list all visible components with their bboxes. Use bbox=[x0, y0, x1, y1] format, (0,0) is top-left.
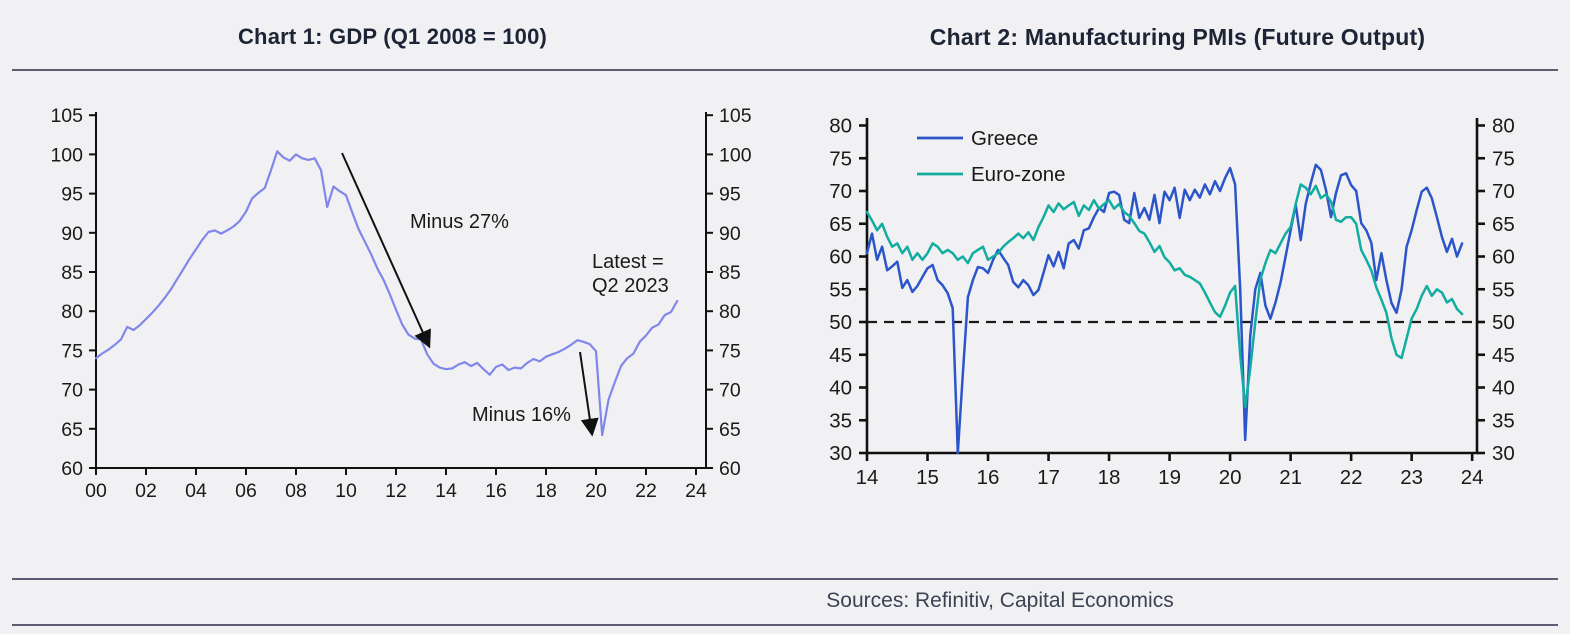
chart1-ytick-label-right: 70 bbox=[719, 380, 741, 402]
chart2-xtick-label: 23 bbox=[1400, 466, 1423, 489]
chart2-ytick-label-right: 65 bbox=[1492, 213, 1515, 236]
chart2-xtick-label: 24 bbox=[1461, 466, 1484, 489]
chart2-xtick-label: 16 bbox=[977, 466, 1000, 489]
gdp-q1-2008-100--line bbox=[94, 150, 679, 437]
chart2-xtick-label: 20 bbox=[1219, 466, 1242, 489]
chart2-ytick-label-right: 80 bbox=[1492, 115, 1515, 138]
chart2-ytick-label-right: 50 bbox=[1492, 311, 1515, 334]
annotation-minus16: Minus 16% bbox=[472, 404, 571, 426]
chart2-ytick-label-left: 55 bbox=[829, 278, 852, 301]
legend-label: Euro-zone bbox=[971, 163, 1066, 186]
chart1-ytick-label-left: 80 bbox=[61, 301, 83, 323]
chart2-ytick-label-right: 60 bbox=[1492, 246, 1515, 269]
chart1-ytick-label-right: 85 bbox=[719, 262, 741, 284]
legend-label: Greece bbox=[971, 127, 1038, 150]
chart2-ytick-label-left: 30 bbox=[829, 442, 852, 465]
footer-divider-bottom bbox=[12, 624, 1558, 626]
chart2-ytick-label-left: 70 bbox=[829, 180, 852, 203]
chart2-legend: Greece Euro-zone bbox=[917, 127, 1066, 186]
greece-line bbox=[865, 163, 1464, 455]
euro-zone-line bbox=[865, 183, 1464, 409]
chart1-xtick-label: 00 bbox=[85, 480, 107, 502]
header-divider bbox=[12, 69, 1558, 71]
chart2-ytick-label-left: 80 bbox=[829, 115, 852, 138]
chart2-ytick-label-left: 75 bbox=[829, 147, 852, 170]
sources-text: Sources: Refinitiv, Capital Economics bbox=[826, 589, 1174, 612]
chart1-ytick-label-right: 60 bbox=[719, 458, 741, 480]
chart1-axes bbox=[89, 112, 713, 475]
chart2-ytick-label-left: 50 bbox=[829, 311, 852, 334]
chart2-ytick-label-left: 40 bbox=[829, 377, 852, 400]
chart1-xtick-label: 16 bbox=[485, 480, 507, 502]
chart2: 30 30 35 35 40 40 45 45 50 50 55 55 60 60 65 65 70 70 75 75… bbox=[829, 115, 1515, 490]
chart1-ytick-label-right: 90 bbox=[719, 223, 741, 245]
chart1-xtick-label: 04 bbox=[185, 480, 207, 502]
chart2-xtick-label: 22 bbox=[1340, 466, 1363, 489]
chart2-xtick-label: 15 bbox=[916, 466, 939, 489]
chart2-ytick-label-right: 35 bbox=[1492, 409, 1515, 432]
chart2-xtick-label: 14 bbox=[856, 466, 879, 489]
chart1: 60 60 65 65 70 70 75 75 80 80 85 85 90 90 95 95 100 100 10… bbox=[50, 105, 751, 502]
chart2-ytick-label-right: 45 bbox=[1492, 344, 1515, 367]
chart1-xtick-label: 12 bbox=[385, 480, 407, 502]
chart1-ytick-label-right: 100 bbox=[719, 144, 752, 166]
annotation-minus27: Minus 27% bbox=[410, 211, 509, 233]
chart1-xtick-label: 06 bbox=[235, 480, 257, 502]
chart1-ytick-label-right: 65 bbox=[719, 419, 741, 441]
chart2-ytick-label-right: 75 bbox=[1492, 147, 1515, 170]
chart1-title: Chart 1: GDP (Q1 2008 = 100) bbox=[237, 24, 548, 49]
chart1-ytick-label-right: 80 bbox=[719, 301, 741, 323]
chart1-ytick-label-right: 105 bbox=[719, 105, 752, 127]
chart2-ytick-label-left: 60 bbox=[829, 246, 852, 269]
chart1-xtick-label: 22 bbox=[635, 480, 657, 502]
chart1-ytick-label-left: 65 bbox=[61, 419, 83, 441]
annotation-arrow bbox=[341, 152, 431, 349]
chart2-ytick-label-left: 35 bbox=[829, 409, 852, 432]
chart2-title: Chart 2: Manufacturing PMIs (Future Outp… bbox=[929, 24, 1426, 50]
chart2-ytick-label-right: 40 bbox=[1492, 377, 1515, 400]
chart1-xtick-label: 14 bbox=[435, 480, 457, 502]
chart1-xtick-label: 18 bbox=[535, 480, 557, 502]
chart1-ytick-label-left: 100 bbox=[50, 144, 83, 166]
chart1-ytick-label-left: 105 bbox=[50, 105, 83, 127]
chart1-xtick-label: 02 bbox=[135, 480, 157, 502]
chart1-xtick-label: 20 bbox=[585, 480, 607, 502]
chart1-ytick-label-left: 70 bbox=[61, 380, 83, 402]
chart2-ytick-label-left: 45 bbox=[829, 344, 852, 367]
chart1-ytick-label-left: 95 bbox=[61, 184, 83, 206]
chart1-ytick-label-left: 60 bbox=[61, 458, 83, 480]
annotation-arrow bbox=[579, 351, 599, 437]
chart1-xtick-label: 08 bbox=[285, 480, 307, 502]
chart1-xtick-label: 24 bbox=[685, 480, 707, 502]
chart2-xtick-label: 18 bbox=[1098, 466, 1121, 489]
chart2-ytick-label-right: 55 bbox=[1492, 278, 1515, 301]
chart1-ytick-label-right: 75 bbox=[719, 340, 741, 362]
chart1-ytick-label-left: 90 bbox=[61, 223, 83, 245]
chart1-annotations: Minus 27% Minus 16% Latest =Q2 2023 bbox=[341, 152, 669, 437]
chart2-ytick-label-right: 70 bbox=[1492, 180, 1515, 203]
chart2-xtick-label: 17 bbox=[1037, 466, 1060, 489]
chart2-xtick-label: 19 bbox=[1158, 466, 1181, 489]
chart2-axes bbox=[859, 118, 1485, 461]
chart1-ytick-label-right: 95 bbox=[719, 184, 741, 206]
annotation-latest: Q2 2023 bbox=[592, 275, 669, 297]
chart2-ytick-label-right: 30 bbox=[1492, 442, 1515, 465]
footer-divider-top bbox=[12, 578, 1558, 580]
chart2-ytick-label-left: 65 bbox=[829, 213, 852, 236]
annotation-latest: Latest = bbox=[592, 251, 664, 273]
chart1-ytick-label-left: 85 bbox=[61, 262, 83, 284]
chart2-xtick-label: 21 bbox=[1279, 466, 1302, 489]
chart1-ytick-label-left: 75 bbox=[61, 340, 83, 362]
chart1-xtick-label: 10 bbox=[335, 480, 357, 502]
